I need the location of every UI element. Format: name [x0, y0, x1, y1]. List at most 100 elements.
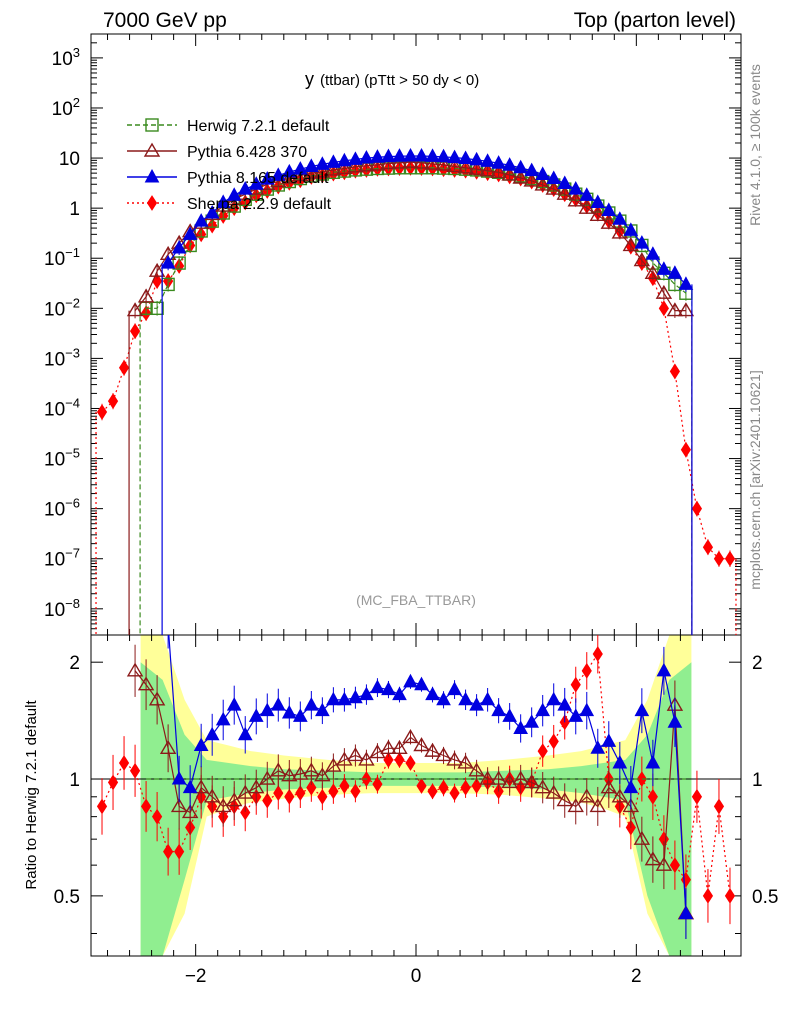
data-point — [171, 239, 187, 254]
y-tick-label-base: 10 — [44, 299, 65, 320]
data-point — [107, 393, 119, 410]
ratio-point — [545, 784, 562, 799]
legend-marker — [146, 195, 158, 211]
data-point — [579, 187, 595, 201]
data-point — [612, 211, 628, 225]
ratio-point — [634, 702, 650, 717]
ratio-point — [203, 788, 221, 803]
ratio-point — [359, 686, 374, 701]
legend-label: Herwig 7.2.1 default — [187, 118, 330, 135]
data-point — [237, 181, 253, 195]
ratio-point — [226, 697, 242, 711]
ratio-point — [414, 676, 429, 691]
ratio-point — [589, 798, 606, 813]
data-point — [622, 237, 640, 252]
ratio-point — [292, 708, 308, 722]
data-point — [118, 359, 130, 376]
data-point — [535, 166, 551, 180]
ratio-point — [339, 777, 350, 794]
data-point — [446, 158, 463, 173]
ratio-point — [490, 770, 507, 785]
ratio-point — [427, 783, 438, 800]
header-right-label: Top (parton level) — [574, 9, 736, 32]
ratio-tick-label-right: 2 — [752, 653, 763, 674]
y-tick-label: 1 — [69, 199, 80, 220]
ratio-point — [592, 646, 603, 662]
ratio-point — [317, 788, 328, 805]
ratio-point — [226, 792, 243, 807]
y-tick-label: 10−5 — [44, 446, 80, 471]
data-point — [347, 158, 364, 173]
data-point — [381, 148, 396, 163]
ratio-point — [581, 662, 592, 679]
data-point — [667, 265, 683, 279]
data-point — [724, 550, 736, 567]
ratio-point — [394, 752, 405, 768]
y-tick-label-exponent: 2 — [73, 95, 80, 110]
ratio-point — [655, 856, 673, 871]
ratio-point — [270, 762, 287, 777]
y-tick-label-exponent: −5 — [65, 446, 80, 461]
ratio-point — [702, 887, 714, 904]
ratio-point — [292, 765, 309, 780]
data-point — [281, 163, 297, 178]
ratio-point — [326, 691, 341, 706]
data-point — [424, 155, 441, 170]
ratio-point — [259, 770, 276, 785]
data-point — [556, 185, 573, 200]
data-point — [380, 155, 397, 170]
data-point — [270, 167, 286, 181]
data-point — [259, 171, 275, 185]
y-tick-label: 10−7 — [44, 546, 80, 571]
ratio-point — [669, 857, 680, 874]
ratio-point — [534, 779, 551, 794]
y-tick-label-base: 10 — [52, 99, 73, 120]
ratio-point — [501, 774, 518, 789]
data-point — [436, 148, 451, 163]
ratio-point — [129, 762, 141, 779]
ratio-point — [644, 851, 662, 866]
y-tick-label: 10−4 — [44, 395, 80, 420]
ratio-point — [512, 770, 529, 785]
data-point — [691, 500, 703, 517]
data-point — [226, 187, 242, 201]
data-point — [126, 302, 144, 317]
data-point — [369, 156, 386, 171]
ratio-point — [502, 708, 517, 722]
y-tick-label-base: 10 — [44, 500, 65, 521]
ratio-point — [402, 729, 419, 744]
y-tick-label-base: 10 — [59, 149, 80, 170]
ratio-point — [336, 751, 353, 766]
plot-title-sub: (ttbar) (pTtt > 50 dy < 0) — [320, 72, 479, 89]
data-point — [215, 194, 231, 208]
ratio-series — [96, 635, 736, 940]
y-tick-label-base: 10 — [44, 349, 65, 370]
ratio-point — [622, 798, 640, 813]
ratio-point — [491, 702, 506, 717]
data-point — [480, 153, 495, 167]
ratio-point — [126, 662, 144, 677]
y-tick-label-exponent: −4 — [65, 395, 80, 410]
y-tick-label: 103 — [52, 45, 80, 70]
ratio-point — [215, 711, 231, 726]
ratio-point — [107, 774, 119, 791]
ratio-point — [691, 788, 703, 805]
data-point — [645, 246, 661, 260]
y-tick-label: 10−6 — [44, 496, 80, 521]
ratio-point — [193, 737, 209, 752]
data-point — [680, 441, 692, 458]
ratio-point — [248, 779, 265, 794]
ratio-point — [118, 755, 130, 771]
ratio-point — [570, 676, 581, 693]
legend: Herwig 7.2.1 default Pythia 6.428 370 Pyth… — [127, 118, 332, 213]
y-tick-label-exponent: −3 — [65, 345, 80, 360]
x-axis: −2 0 2 — [107, 34, 725, 987]
data-point — [447, 149, 462, 164]
ratio-point — [436, 691, 451, 706]
data-point — [568, 181, 584, 195]
y-tick-label: 102 — [52, 95, 80, 120]
ratio-point — [328, 783, 339, 800]
data-point — [315, 156, 330, 170]
ratio-point — [358, 751, 375, 766]
ratio-point — [303, 762, 320, 777]
